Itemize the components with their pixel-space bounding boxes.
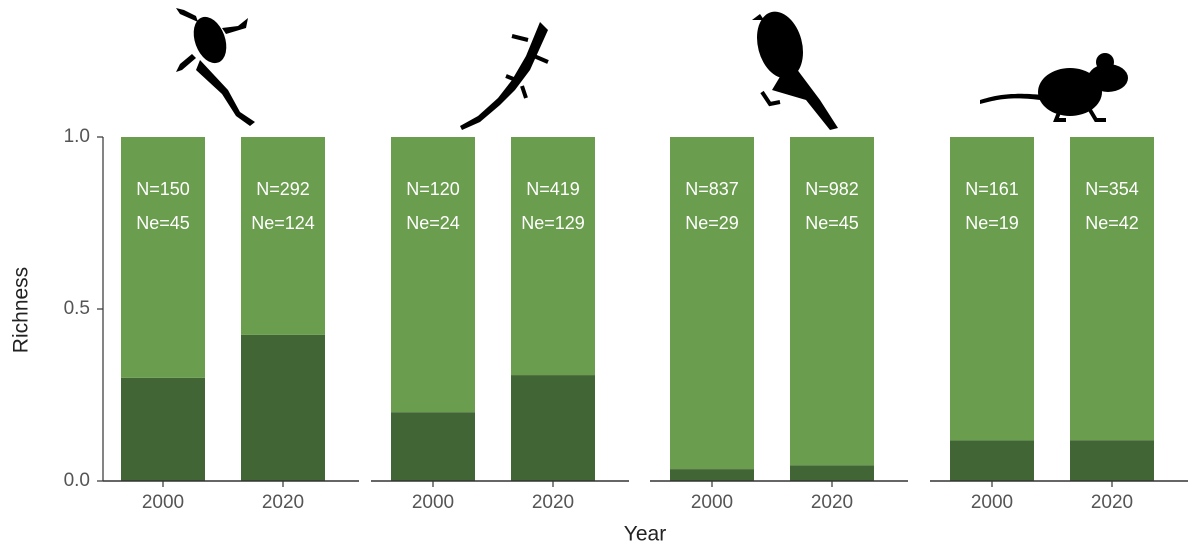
frog-icon	[176, 8, 255, 126]
x-tick-label: 2020	[532, 492, 574, 513]
bar-segment	[391, 412, 475, 481]
y-axis-title: Richness	[10, 267, 33, 353]
bar-segment	[1070, 440, 1154, 481]
icons	[176, 8, 1128, 130]
x-tick-label: 2000	[971, 492, 1013, 513]
n-label: N=161	[965, 179, 1019, 199]
x-tick-label: 2000	[412, 492, 454, 513]
bar-segment	[950, 440, 1034, 481]
bar-segment	[790, 137, 874, 466]
n-label: N=354	[1085, 179, 1139, 199]
bar-segment	[670, 469, 754, 481]
ne-label: Ne=42	[1085, 213, 1139, 233]
ne-label: Ne=19	[965, 213, 1019, 233]
bar-segment	[511, 137, 595, 376]
mouse-icon	[980, 53, 1128, 122]
y-tick-label: 0.0	[64, 470, 90, 491]
ne-label: Ne=24	[406, 213, 460, 233]
ne-label: Ne=124	[251, 213, 315, 233]
lizard-icon	[460, 22, 549, 130]
y-tick-label: 1.0	[64, 126, 90, 147]
ne-label: Ne=29	[685, 213, 739, 233]
bar-segment	[1070, 137, 1154, 441]
bar-segment	[511, 375, 595, 481]
n-label: N=292	[256, 179, 310, 199]
bar-segment	[121, 377, 205, 481]
ne-label: Ne=45	[136, 213, 190, 233]
bird-icon	[752, 11, 838, 130]
x-axis-title: Year	[624, 523, 666, 545]
ne-label: Ne=129	[521, 213, 585, 233]
n-label: N=419	[526, 179, 580, 199]
bar-segment	[121, 137, 205, 378]
bar-segment	[391, 137, 475, 413]
y-tick-label: 0.5	[64, 298, 90, 319]
bar-segment	[241, 334, 325, 481]
x-tick-label: 2000	[142, 492, 184, 513]
bar-segment	[950, 137, 1034, 441]
n-label: N=837	[685, 179, 739, 199]
n-label: N=120	[406, 179, 460, 199]
ne-label: Ne=45	[805, 213, 859, 233]
bar-segment	[241, 137, 325, 335]
x-tick-label: 2020	[1091, 492, 1133, 513]
x-tick-label: 2020	[811, 492, 853, 513]
n-label: N=150	[136, 179, 190, 199]
x-tick-label: 2000	[691, 492, 733, 513]
bar-segment	[790, 465, 874, 481]
x-tick-label: 2020	[262, 492, 304, 513]
bar-segment	[670, 137, 754, 470]
n-label: N=982	[805, 179, 859, 199]
